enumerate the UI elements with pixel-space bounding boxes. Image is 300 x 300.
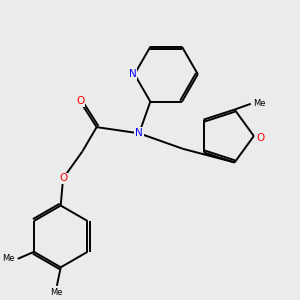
Text: Me: Me bbox=[51, 288, 63, 297]
Text: Me: Me bbox=[2, 254, 14, 263]
Text: N: N bbox=[135, 128, 143, 138]
Text: O: O bbox=[59, 173, 67, 184]
Text: Me: Me bbox=[254, 99, 266, 108]
Text: N: N bbox=[129, 69, 136, 79]
Text: O: O bbox=[256, 133, 265, 143]
Text: O: O bbox=[76, 96, 84, 106]
